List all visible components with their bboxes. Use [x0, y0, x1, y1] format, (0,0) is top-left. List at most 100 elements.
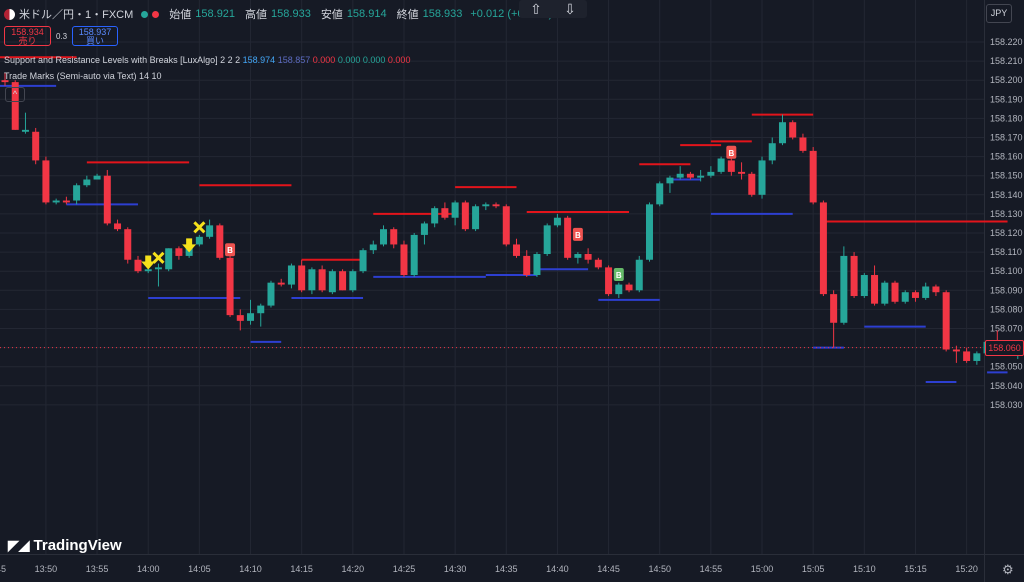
candle-body [533, 254, 541, 276]
open-value: 158.921 [195, 8, 236, 20]
candle-body [881, 282, 889, 304]
chart-legend: 米ドル／円・1・FXCM 始値 158.921 高値 158.933 安値 158.9… [4, 6, 552, 22]
time-tick-label: 14:05 [188, 564, 211, 574]
trade-badge [613, 268, 624, 282]
candle-body [523, 255, 531, 276]
indicator-trade-marks[interactable]: Trade Marks (Semi-auto via Text) 14 10 [4, 71, 162, 81]
trade-badge-label: B [616, 271, 622, 280]
candle-body [247, 313, 255, 321]
trade-badge-label: B [728, 149, 734, 158]
price-tick-label: 158.140 [990, 190, 1023, 200]
time-tick-label: 14:25 [393, 564, 416, 574]
candle-body [195, 236, 203, 245]
candle-body [451, 202, 459, 218]
candle-body [257, 305, 265, 314]
price-tick-label: 158.170 [990, 133, 1023, 143]
low-value: 158.914 [346, 8, 387, 20]
candle-body [891, 282, 899, 302]
candle-body [400, 244, 408, 276]
low-label: 安値 [320, 9, 343, 21]
close-label: 終値 [396, 9, 419, 21]
price-tick-label: 158.110 [990, 247, 1022, 257]
symbol-label[interactable]: 米ドル／円・1・FXCM [19, 9, 134, 21]
price-tick-label: 158.180 [990, 113, 1023, 123]
time-tick-label: 14:40 [546, 564, 569, 574]
candle-body [62, 200, 70, 203]
tradingview-logo[interactable]: ◤◢ TradingView [8, 537, 122, 554]
cross-marker [193, 221, 206, 234]
candle-body [103, 175, 111, 224]
candle-body [206, 225, 214, 237]
collapse-legend-button[interactable]: ^ [5, 87, 25, 102]
candle-body [543, 225, 551, 255]
down-arrow-marker [182, 238, 197, 253]
gear-icon[interactable]: ⚙ [1002, 562, 1014, 577]
candle-body [114, 223, 122, 230]
candle-body [799, 137, 807, 151]
candle-body [584, 254, 592, 260]
cross-marker [152, 251, 165, 264]
trade-badge [225, 243, 236, 257]
candle-body [502, 206, 510, 245]
candle-body [625, 284, 633, 291]
time-tick-label: 14:45 [597, 564, 620, 574]
time-tick-label: 15:15 [904, 564, 927, 574]
tv-logo-icon: ◤◢ [8, 537, 30, 553]
indicator-name: Trade Marks (Semi-auto via Text) 14 10 [4, 71, 162, 81]
candle-body [932, 286, 940, 293]
candle-body [942, 292, 950, 350]
sell-button[interactable]: 158.934 売り [4, 26, 51, 46]
candle-body [738, 171, 746, 174]
candle-body [216, 225, 224, 258]
candle-body [911, 292, 919, 298]
indicator-luxalgo[interactable]: Support and Resistance Levels with Break… [4, 55, 410, 65]
candle-body [748, 173, 756, 195]
candle-body [420, 223, 428, 235]
toolbar-float: ⇧ ⇩ [519, 0, 587, 18]
candle-body [298, 265, 306, 291]
candle-body [93, 175, 101, 180]
time-tick-label: 13:50 [35, 564, 58, 574]
candle-body [727, 160, 735, 172]
candle-body [697, 175, 705, 178]
price-tick-label: 158.090 [990, 285, 1023, 295]
time-tick-label: 15:10 [853, 564, 876, 574]
candle-body [441, 208, 449, 218]
indicator-value: 158.974 [242, 55, 276, 65]
currency-selector[interactable]: JPY [986, 4, 1012, 23]
spread-value: 0.3 [56, 32, 68, 41]
candle-body [922, 286, 930, 298]
candle-body [52, 200, 60, 203]
time-tick-label: 14:55 [700, 564, 723, 574]
candle-body [676, 173, 684, 178]
price-tick-label: 158.040 [990, 381, 1023, 391]
arrow-down-icon[interactable]: ⇩ [564, 0, 576, 17]
candle-body [666, 177, 674, 184]
arrow-up-icon[interactable]: ⇧ [530, 0, 542, 17]
buy-button[interactable]: 158.937 買い [72, 26, 118, 46]
price-tick-label: 158.210 [990, 56, 1023, 66]
candle-body [635, 259, 643, 291]
candle-body [431, 208, 439, 224]
candle-body [369, 244, 377, 251]
candle-body [952, 349, 960, 352]
candle-body [860, 275, 868, 297]
price-tick-label: 158.030 [990, 400, 1023, 410]
candle-body [758, 160, 766, 195]
candle-body [73, 185, 81, 201]
buy-label: 買い [85, 36, 104, 46]
candle-body [789, 122, 797, 138]
candle-body [615, 284, 623, 295]
candle-body [461, 202, 469, 230]
candle-body [144, 269, 152, 272]
candle-body [226, 257, 234, 316]
candle-body [686, 173, 694, 178]
candle-body [830, 294, 838, 323]
candle-body [1, 80, 9, 83]
candle-body [21, 129, 29, 132]
candle-body [165, 248, 173, 270]
candle-body [778, 122, 786, 144]
time-tick-label: 14:00 [137, 564, 160, 574]
candle-body [267, 282, 275, 306]
